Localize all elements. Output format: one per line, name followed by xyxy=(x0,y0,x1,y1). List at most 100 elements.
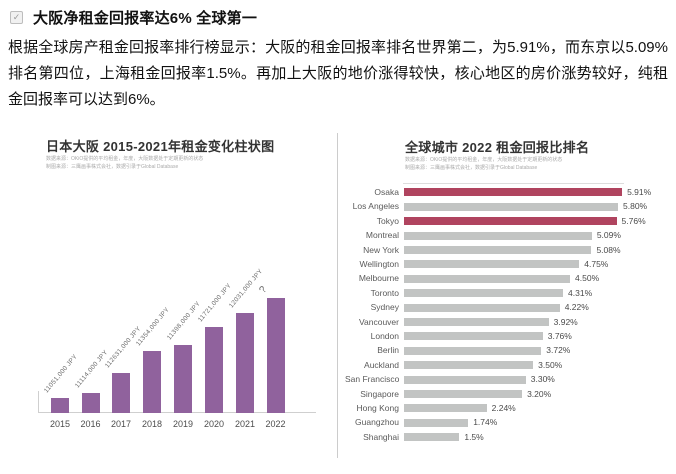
city-value: 4.75% xyxy=(584,259,609,269)
city-label: Singapore xyxy=(360,388,399,399)
city-value: 3.76% xyxy=(547,331,572,341)
bar-2018 xyxy=(143,351,161,413)
city-bar xyxy=(404,332,543,341)
rank-row-osaka: Osaka 5.91% xyxy=(345,185,675,199)
city-value: 4.50% xyxy=(575,273,600,284)
city-value: 3.20% xyxy=(527,388,552,399)
bar-value-label-2015: 11051,000 JPY xyxy=(42,353,80,395)
city-bar xyxy=(404,346,542,355)
rank-row-london: London 3.76% xyxy=(345,329,675,343)
city-value: 5.09% xyxy=(596,230,621,241)
right-chart-caption-line1: 数据来源：OKiO提供的平均租金，年度，大阪数据处于定期更新的状态 xyxy=(405,157,563,163)
x-tick-2020: 2020 xyxy=(203,419,225,429)
rank-row-sydney: Sydney 4.22% xyxy=(345,300,675,314)
city-bar xyxy=(404,188,623,197)
city-value: 3.50% xyxy=(538,359,563,370)
panel-divider xyxy=(337,133,338,458)
right-chart-caption-line2: 制图来源：三鹰画事株式会社，数据引录于Global Database xyxy=(405,165,538,171)
rank-row-singapore: Singapore 3.20% xyxy=(345,387,675,401)
x-tick-2022: 2022 xyxy=(265,419,286,429)
city-label: London xyxy=(370,331,399,341)
rank-row-tokyo: Tokyo 5.76% xyxy=(345,214,675,228)
x-tick-2015: 2015 xyxy=(49,419,71,429)
rank-row-melbourne: Melbourne 4.50% xyxy=(345,271,675,285)
rank-row-berlin: Berlin 3.72% xyxy=(345,343,675,357)
city-label: Montreal xyxy=(365,230,399,241)
city-label: Melbourne xyxy=(358,273,399,284)
city-value: 4.22% xyxy=(564,302,589,313)
city-label: Toronto xyxy=(370,287,399,298)
city-value: 3.72% xyxy=(546,345,571,356)
right-chart-top-rule xyxy=(403,183,624,184)
x-tick-2017: 2017 xyxy=(110,419,132,429)
city-label: Berlin xyxy=(377,345,399,356)
city-bar xyxy=(404,317,549,326)
x-tick-2021: 2021 xyxy=(234,419,256,429)
rank-row-hong-kong: Hong Kong 2.24% xyxy=(345,401,675,415)
city-bar xyxy=(404,202,619,211)
city-value: 5.80% xyxy=(623,201,648,212)
city-label: Vancouver xyxy=(358,316,399,327)
bar-value-label-2016: 11114,000 JPY xyxy=(73,348,109,390)
city-bar xyxy=(404,361,534,370)
right-chart-caption: 数据来源：OKiO提供的平均租金，年度，大阪数据处于定期更新的状态 制图来源：三… xyxy=(405,156,562,172)
city-bar xyxy=(404,231,592,240)
city-label: New York xyxy=(363,244,399,255)
left-chart-caption-line2: 制图来源：三鹰画事株式会社，数据引录于Global Database xyxy=(46,164,179,170)
city-value: 3.30% xyxy=(530,374,555,385)
city-label: Guangzhou xyxy=(355,417,399,428)
x-tick-2018: 2018 xyxy=(141,419,163,429)
city-label: Shanghai xyxy=(363,431,399,442)
city-label: Sydney xyxy=(370,302,399,313)
left-chart-plot-area: 11051,000 JPY 2015 11114,000 JPY 2016 112631… xyxy=(38,133,330,463)
city-bar xyxy=(404,375,526,384)
rank-row-shanghai: Shanghai 1.5% xyxy=(345,430,675,444)
rank-row-san-francisco: San Francisco 3.30% xyxy=(345,372,675,386)
city-bar xyxy=(404,217,617,226)
city-label: San Francisco xyxy=(345,374,400,385)
bar-2017 xyxy=(112,373,130,413)
city-bar xyxy=(404,274,571,283)
bar-2019 xyxy=(174,345,192,413)
city-value: 1.5% xyxy=(464,431,484,442)
city-value: 3.92% xyxy=(553,316,578,327)
city-label: Los Angeles xyxy=(352,201,399,212)
rank-row-los-angeles: Los Angeles 5.80% xyxy=(345,199,675,213)
left-chart-caption: 数据来源：OKiO提供的平均租金，年度，大阪数据处于定期更新的状态 制图来源：三… xyxy=(46,155,203,171)
bar-value-label-2022: ? xyxy=(256,284,270,296)
city-bar xyxy=(404,389,523,398)
city-bar xyxy=(404,260,580,269)
bar-value-label-2017: 112631,000 JPY xyxy=(103,325,143,370)
city-bar xyxy=(404,303,560,312)
bar-2021 xyxy=(236,313,254,413)
left-chart-y-axis xyxy=(38,391,39,413)
section-header: ✓ 大阪净租金回报率达6% 全球第一 xyxy=(10,7,257,28)
city-value: 4.31% xyxy=(568,287,593,298)
bar-2016 xyxy=(81,393,100,413)
city-label: Hong Kong xyxy=(356,403,399,413)
city-value: 2.24% xyxy=(491,403,516,413)
city-value: 5.08% xyxy=(596,244,621,255)
right-chart-title: 全球城市 2022 租金回报比排名 xyxy=(405,140,590,155)
city-bar xyxy=(404,418,469,427)
city-bar xyxy=(404,404,487,413)
bar-value-label-2019: 11398,000 JPY xyxy=(165,300,203,342)
x-tick-2019: 2019 xyxy=(172,419,194,429)
checkbox-checked-icon[interactable]: ✓ xyxy=(10,11,23,24)
city-label: Auckland xyxy=(364,359,399,370)
page-title: 大阪净租金回报率达6% 全球第一 xyxy=(33,10,258,27)
bar-2022 xyxy=(266,298,285,413)
city-value: 5.76% xyxy=(621,215,646,226)
rank-row-montreal: Montreal 5.09% xyxy=(345,228,675,242)
bar-2020 xyxy=(205,327,223,413)
city-value: 5.91% xyxy=(627,187,652,197)
rank-row-wellington: Wellington 4.75% xyxy=(345,257,675,271)
bar-2015 xyxy=(51,398,69,413)
global-rent-ranking-chart: 全球城市 2022 租金回报比排名 数据来源：OKiO提供的平均租金，年度，大阪… xyxy=(345,133,675,463)
city-value: 1.74% xyxy=(473,417,498,428)
rank-row-auckland: Auckland 3.50% xyxy=(345,358,675,372)
city-label: Wellington xyxy=(359,259,399,269)
body-paragraph: 根据全球房产租金回报率排行榜显示：大阪的租金回报率排名世界第二，为5.91%，而… xyxy=(8,39,668,108)
city-bar xyxy=(404,245,592,254)
